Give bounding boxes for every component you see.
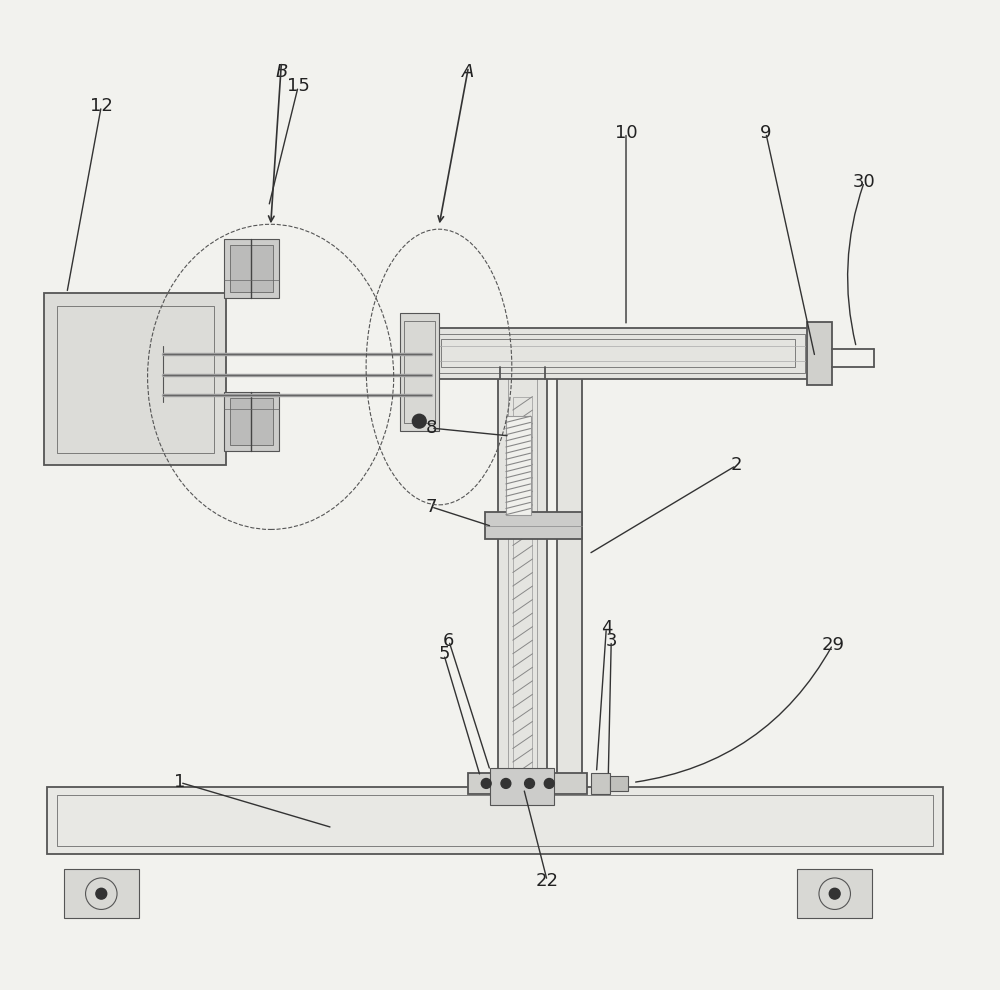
Circle shape xyxy=(544,778,554,788)
Bar xyxy=(468,772,587,794)
Bar xyxy=(404,321,435,423)
Text: 2: 2 xyxy=(731,456,742,474)
Bar xyxy=(436,334,805,373)
Text: 8: 8 xyxy=(425,419,437,437)
Text: 1: 1 xyxy=(174,773,186,791)
Text: 7: 7 xyxy=(425,498,437,516)
Bar xyxy=(610,775,628,791)
Text: 15: 15 xyxy=(287,77,310,95)
Bar xyxy=(807,322,832,385)
Bar xyxy=(224,392,279,450)
Bar xyxy=(797,869,872,919)
Bar xyxy=(64,869,139,919)
Text: 12: 12 xyxy=(90,97,113,115)
Text: 3: 3 xyxy=(605,632,617,649)
Text: 30: 30 xyxy=(853,173,876,191)
Text: 29: 29 xyxy=(821,636,844,653)
Bar xyxy=(57,306,214,452)
Circle shape xyxy=(525,778,534,788)
Bar xyxy=(230,398,273,445)
Text: 6: 6 xyxy=(443,632,454,649)
Circle shape xyxy=(829,888,840,899)
Circle shape xyxy=(412,414,426,428)
Bar xyxy=(57,795,933,846)
Bar xyxy=(498,367,547,790)
Circle shape xyxy=(96,888,107,899)
Bar xyxy=(44,293,226,465)
Bar xyxy=(508,377,537,780)
Bar xyxy=(591,772,610,794)
Bar xyxy=(513,397,532,775)
Bar xyxy=(441,340,795,367)
Text: 22: 22 xyxy=(536,872,559,890)
Text: A: A xyxy=(462,62,475,81)
Bar xyxy=(224,239,279,298)
Text: B: B xyxy=(275,62,288,81)
Text: 4: 4 xyxy=(601,619,612,637)
Circle shape xyxy=(501,778,511,788)
Bar xyxy=(230,245,273,292)
Bar xyxy=(506,416,531,515)
Text: 5: 5 xyxy=(438,645,450,663)
Bar xyxy=(490,767,554,805)
Text: 10: 10 xyxy=(615,124,637,142)
Text: 9: 9 xyxy=(760,124,772,142)
Bar xyxy=(485,512,582,540)
Circle shape xyxy=(481,778,491,788)
Bar xyxy=(47,787,943,854)
Bar xyxy=(400,313,439,431)
Bar xyxy=(557,367,582,790)
Bar xyxy=(431,328,815,379)
